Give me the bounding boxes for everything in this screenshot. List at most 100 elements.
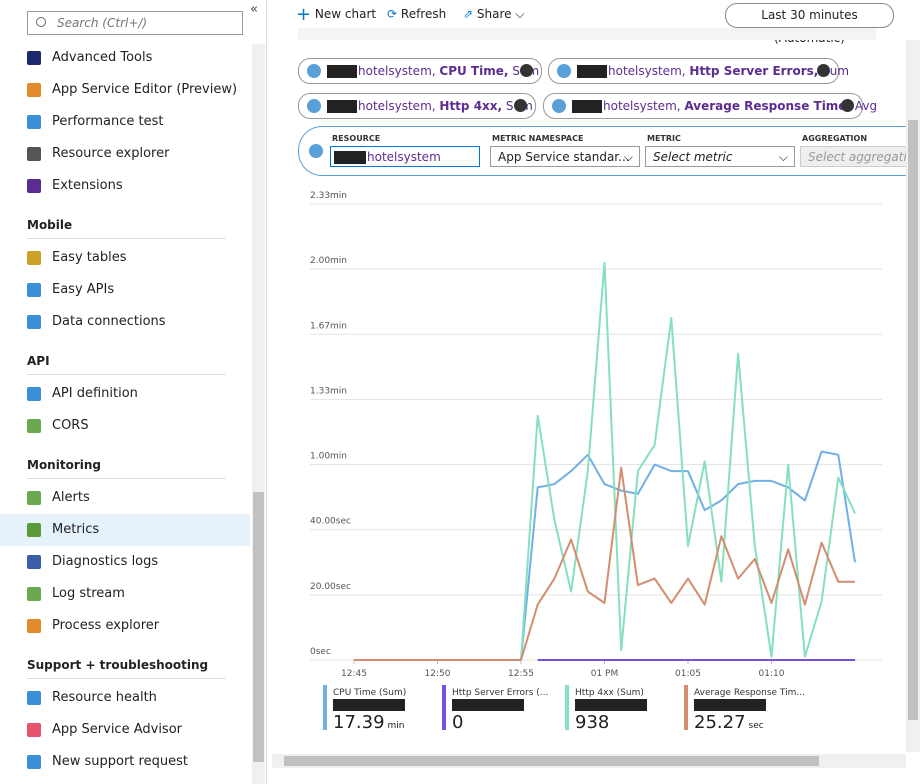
metric-pill[interactable]: hotelsystem, Average Response Time, Avg <box>543 93 877 119</box>
nav-icon <box>27 115 41 129</box>
nav-item[interactable]: App Service Advisor <box>0 714 250 746</box>
nav-icon <box>27 491 41 505</box>
metric-value: Select metric <box>653 150 733 164</box>
nav-icon <box>27 619 41 633</box>
legend-label: CPU Time (Sum) <box>333 688 406 698</box>
section-header: Monitoring <box>27 458 226 479</box>
sidebar-search[interactable]: Search (Ctrl+/) <box>27 11 243 35</box>
nav-label: API definition <box>52 386 138 401</box>
pill-resource: hotelsystem, <box>358 99 436 113</box>
legend-number: 0 <box>452 712 463 733</box>
aggregation-label: AGGREGATION <box>802 134 868 143</box>
nav-item[interactable]: Advanced Tools <box>0 42 250 74</box>
refresh-button[interactable]: ⟳ Refresh <box>387 7 447 21</box>
nav-icon <box>27 419 41 433</box>
x-tick-label: 12:45 <box>341 669 367 679</box>
section-header: Mobile <box>27 218 226 239</box>
nav-label: App Service Advisor <box>52 722 182 737</box>
nav-item[interactable]: New support request <box>0 746 250 778</box>
new-chart-label: New chart <box>314 7 377 21</box>
remove-button[interactable] <box>514 99 527 112</box>
nav-item[interactable]: Process explorer <box>0 610 250 642</box>
resource-icon <box>307 64 321 78</box>
legend-label: Http Server Errors (... <box>452 688 548 698</box>
share-button[interactable]: ⇗ Share ⌵ <box>463 7 525 21</box>
metric-dropdown[interactable]: Select metric ⌵ <box>645 146 795 167</box>
x-tick-label: 01 PM <box>591 669 619 679</box>
nav-item[interactable]: App Service Editor (Preview) <box>0 74 250 106</box>
new-chart-button[interactable]: + New chart <box>296 4 377 25</box>
legend-value: 0 <box>452 712 463 733</box>
section-header: Support + troubleshooting <box>27 658 226 679</box>
y-tick-label: 0sec <box>310 647 331 657</box>
legend-swatch <box>684 685 688 730</box>
legend-swatch <box>442 685 446 730</box>
nav-item[interactable]: Resource explorer <box>0 138 250 170</box>
remove-button[interactable] <box>520 64 533 77</box>
nav-item[interactable]: Easy APIs <box>0 274 250 306</box>
namespace-dropdown[interactable]: App Service standar... ⌵ <box>490 146 640 167</box>
nav-icon <box>27 723 41 737</box>
nav-icon <box>27 523 41 537</box>
nav-item[interactable]: Extensions <box>0 170 250 202</box>
legend-number: 17.39 <box>333 712 385 733</box>
nav-label: Process explorer <box>52 618 160 633</box>
remove-button[interactable] <box>817 64 830 77</box>
pill-text: hotelsystem, Http Server Errors, Sum <box>608 59 849 83</box>
legend-label: Average Response Tim... <box>694 688 805 698</box>
nav-item[interactable]: Performance test <box>0 106 250 138</box>
metric-pill[interactable]: hotelsystem, Http 4xx, Sum <box>298 93 536 119</box>
pill-metric: Average Response Time, <box>684 99 852 113</box>
nav-label: Metrics <box>52 522 100 537</box>
nav-label: Extensions <box>52 178 123 193</box>
nav-item[interactable]: CORS <box>0 410 250 442</box>
metric-pill[interactable]: hotelsystem, Http Server Errors, Sum <box>548 58 849 84</box>
nav-label: Resource health <box>52 690 157 705</box>
pill-metric: CPU Time, <box>439 64 509 78</box>
legend-number: 25.27 <box>694 712 746 733</box>
legend-label: Http 4xx (Sum) <box>575 688 644 698</box>
nav-item[interactable]: Diagnostics logs <box>0 546 250 578</box>
resource-input[interactable]: hotelsystem <box>330 146 480 167</box>
legend-value: 25.27 sec <box>694 712 764 733</box>
nav-item[interactable]: Metrics <box>0 514 250 546</box>
resource-label: RESOURCE <box>332 134 381 143</box>
nav-item[interactable]: Alerts <box>0 482 250 514</box>
legend-swatch <box>565 685 569 730</box>
sidebar <box>0 0 267 784</box>
pill-resource: hotelsystem, <box>608 64 686 78</box>
scroll-thumb <box>253 492 264 762</box>
pill-resource: hotelsystem, <box>358 64 436 78</box>
nav-item[interactable]: Log stream <box>0 578 250 610</box>
nav-label: Diagnostics logs <box>52 554 159 569</box>
remove-button[interactable] <box>841 99 854 112</box>
nav-item[interactable]: Resource health <box>0 682 250 714</box>
nav-label: Resource explorer <box>52 146 170 161</box>
nav-icon <box>27 51 41 65</box>
main-scrollbar <box>906 40 920 752</box>
chart-card-top <box>298 28 876 40</box>
nav-label: Easy APIs <box>52 282 115 297</box>
nav-item[interactable]: Data connections <box>0 306 250 338</box>
pill-metric: Http Server Errors, <box>689 64 819 78</box>
y-tick-label: 2.00min <box>310 256 347 266</box>
resource-value: hotelsystem <box>367 150 441 164</box>
nav-icon <box>27 587 41 601</box>
aggregation-dropdown[interactable]: Select aggregation <box>800 146 908 167</box>
nav-icon <box>27 251 41 265</box>
metric-label: METRIC <box>647 134 681 143</box>
y-tick-label: 2.33min <box>310 191 347 201</box>
metric-pill[interactable]: hotelsystem, CPU Time, Sum <box>298 58 542 84</box>
nav-label: Easy tables <box>52 250 127 265</box>
nav-label: CORS <box>52 418 89 433</box>
nav-item[interactable]: Easy tables <box>0 242 250 274</box>
y-tick-label: 20.00sec <box>310 582 351 592</box>
scroll-thumb <box>284 756 819 766</box>
nav-icon <box>27 315 41 329</box>
horizontal-scrollbar <box>272 754 906 768</box>
resource-icon <box>307 99 321 113</box>
nav-item[interactable]: API definition <box>0 378 250 410</box>
collapse-button[interactable]: « <box>250 2 258 17</box>
redacted <box>327 65 357 78</box>
x-tick-label: 01:05 <box>675 669 701 679</box>
